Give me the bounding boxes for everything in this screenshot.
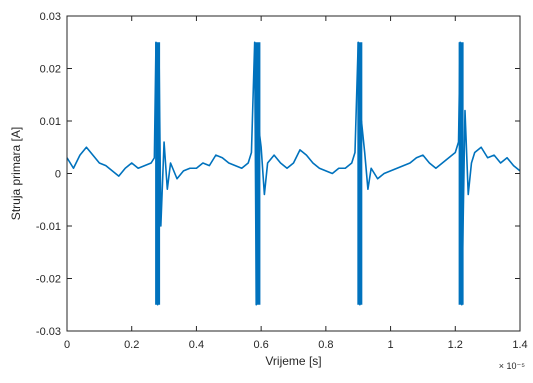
y-tick-label: 0.01 <box>40 116 61 128</box>
x-axis-ticks: 0 0.2 0.4 0.6 0.8 1 1.2 1.4 <box>64 16 528 351</box>
y-tick-label: 0 <box>55 169 61 181</box>
x-tick-label: 0 <box>64 339 70 351</box>
x-tick-label: 0.8 <box>318 339 333 351</box>
spike-2 <box>357 42 363 305</box>
x-tick-label: 0.2 <box>124 339 139 351</box>
spike-3 <box>458 42 464 305</box>
spike-1 <box>255 42 261 305</box>
x-axis-exponent: × 10⁻⁵ <box>499 361 526 371</box>
y-axis-ticks: -0.03 -0.02 -0.01 0 0.01 0.02 0.03 <box>36 11 520 338</box>
plot-area <box>67 16 520 331</box>
spike-0 <box>155 42 161 305</box>
series-layer <box>66 41 521 306</box>
y-tick-label: -0.01 <box>36 221 61 233</box>
y-tick-label: 0.03 <box>40 11 61 23</box>
y-tick-label: -0.03 <box>36 326 61 338</box>
y-tick-label: -0.02 <box>36 274 61 286</box>
x-tick-label: 0.6 <box>253 339 268 351</box>
x-tick-label: 1.2 <box>448 339 463 351</box>
x-tick-label: 0.4 <box>189 339 204 351</box>
y-axis-label: Struja primara [A] <box>9 127 23 220</box>
x-tick-label: 1 <box>388 339 394 351</box>
x-tick-label: 1.4 <box>512 339 527 351</box>
x-axis-label: Vrijeme [s] <box>265 354 321 368</box>
y-tick-label: 0.02 <box>40 64 61 76</box>
